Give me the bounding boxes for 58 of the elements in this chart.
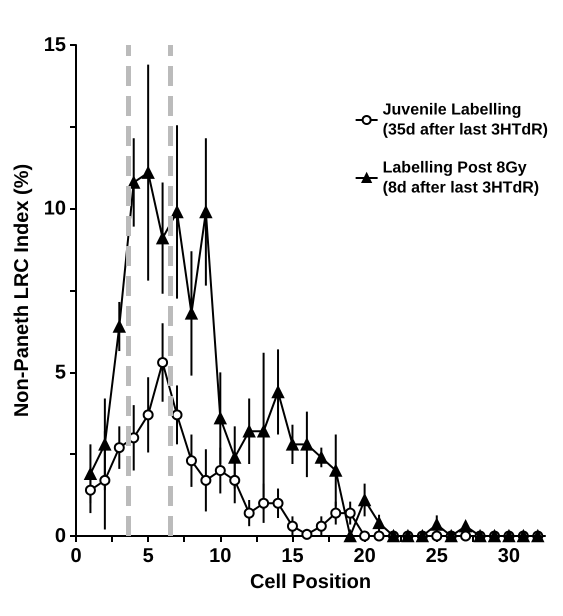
- point: [228, 451, 241, 464]
- point: [460, 530, 472, 542]
- x-tick-label: 25: [426, 545, 448, 567]
- point: [142, 166, 154, 179]
- point: [114, 442, 125, 454]
- y-tick-label: 5: [54, 361, 66, 384]
- point: [315, 451, 328, 464]
- point: [214, 465, 226, 476]
- point: [242, 425, 256, 438]
- point: [359, 530, 370, 542]
- x-tick-label: 15: [281, 545, 304, 567]
- point: [156, 232, 169, 244]
- y-tick-label: 10: [44, 198, 66, 220]
- point: [99, 474, 110, 486]
- point: [229, 474, 240, 486]
- point: [200, 474, 212, 486]
- point: [84, 484, 96, 496]
- point: [459, 520, 472, 532]
- point: [214, 412, 227, 424]
- point: [358, 494, 371, 506]
- point: [286, 438, 299, 451]
- point: [142, 409, 154, 420]
- point: [316, 520, 327, 532]
- point: [98, 438, 112, 451]
- x-axis-title: Cell Position: [250, 571, 372, 593]
- y-axis-title: Non-Paneth LRC Index (%): [11, 164, 33, 418]
- point: [286, 520, 298, 532]
- legend-label: Juvenile Labelling (35d after last 3HTdR): [382, 102, 548, 138]
- x-tick-label: 20: [353, 545, 376, 567]
- x-tick-label: 5: [142, 545, 154, 567]
- point: [300, 438, 314, 451]
- x-tick-label: 30: [498, 545, 520, 567]
- point: [344, 508, 356, 519]
- y-tick-label: 15: [44, 34, 66, 56]
- point: [374, 530, 385, 542]
- y-tick-label: 0: [54, 525, 66, 547]
- point: [84, 468, 97, 480]
- point: [330, 464, 342, 477]
- point: [113, 320, 126, 333]
- point: [186, 455, 197, 466]
- point: [430, 518, 444, 531]
- point: [344, 530, 356, 542]
- point: [258, 498, 270, 509]
- point: [272, 386, 284, 398]
- point: [172, 409, 183, 420]
- point: [157, 357, 168, 368]
- point: [330, 508, 342, 519]
- point: [244, 508, 255, 519]
- point: [372, 516, 386, 530]
- point: [272, 498, 284, 509]
- x-tick-label: 10: [209, 545, 232, 567]
- point: [127, 176, 140, 189]
- point: [301, 528, 312, 540]
- legend-label: Labelling Post 8Gy (8d after last 3HTdR): [382, 160, 540, 196]
- point: [257, 425, 270, 438]
- point: [170, 206, 184, 218]
- point: [200, 206, 212, 218]
- x-tick-label: 0: [70, 545, 82, 567]
